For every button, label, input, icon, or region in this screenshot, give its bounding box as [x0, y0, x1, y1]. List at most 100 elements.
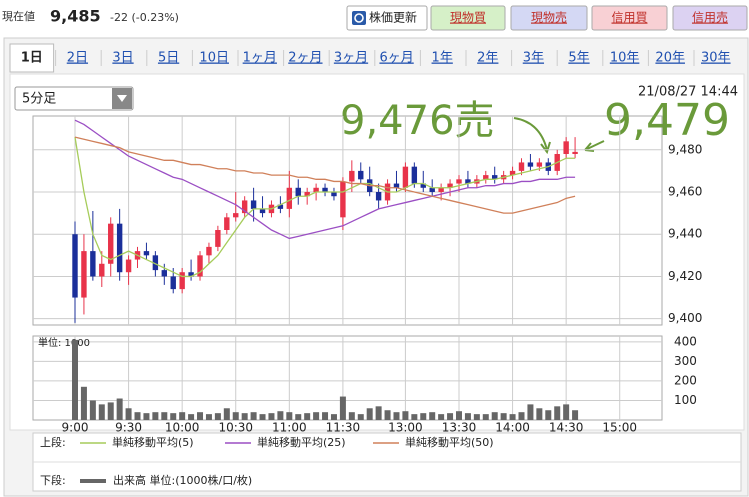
candle-body	[402, 166, 409, 188]
tab[interactable]: 3年	[523, 51, 544, 66]
volume-bar	[72, 339, 78, 420]
volume-bar	[438, 414, 445, 420]
volume-bar	[268, 413, 275, 420]
candle-body	[527, 162, 534, 167]
volume-bar	[357, 414, 364, 420]
y-tick-label: 400	[674, 334, 697, 348]
tab[interactable]: 5年	[568, 51, 589, 66]
volume-bar	[366, 408, 373, 420]
tab[interactable]: 2日	[67, 51, 88, 66]
volume-bar	[89, 400, 96, 420]
x-tick-label: 13:00	[388, 421, 423, 435]
x-tick-label: 11:00	[272, 421, 307, 435]
header-button[interactable]	[430, 5, 506, 31]
tab[interactable]: 6ヶ月	[379, 51, 413, 66]
volume-bar	[295, 414, 302, 420]
tab[interactable]: 3ヶ月	[334, 51, 368, 66]
candle-body	[295, 187, 301, 197]
refresh-icon	[352, 11, 366, 25]
header-button-label: 信用売	[692, 10, 728, 25]
candle-body	[447, 183, 453, 188]
candle-body	[456, 179, 462, 184]
candle-body	[492, 175, 498, 180]
tab[interactable]: 1年	[432, 51, 453, 66]
candle-body	[393, 183, 400, 188]
candle-body	[349, 170, 355, 182]
volume-bar	[348, 412, 355, 420]
legend-label: 下段:	[40, 473, 66, 487]
volume-bar	[241, 413, 248, 420]
volume-bar	[447, 413, 454, 420]
y-tick-label: 9,400	[668, 311, 702, 325]
tab[interactable]: 2年	[477, 51, 498, 66]
volume-bar	[527, 404, 534, 420]
candle-body	[250, 200, 257, 209]
refresh-icon-ring	[354, 13, 364, 23]
candle-body	[152, 255, 159, 271]
legend-entry: 出来高 単位:(1000株/口/枚)	[113, 473, 252, 487]
volume-bar	[134, 412, 141, 420]
x-tick-label: 10:30	[218, 421, 253, 435]
candle-body	[277, 204, 284, 209]
header-button[interactable]	[591, 5, 668, 31]
tab[interactable]: 5日	[158, 51, 179, 66]
candle-body	[429, 187, 435, 192]
candle-body	[286, 187, 293, 209]
candle-body	[313, 187, 319, 192]
volume-bar	[491, 412, 498, 420]
tab[interactable]: 30年	[701, 51, 731, 66]
volume-bar	[179, 412, 186, 420]
volume-bar	[116, 398, 123, 420]
volume-bar	[429, 412, 436, 420]
volume-bar	[205, 414, 212, 420]
header-button-label: 現物売	[531, 10, 567, 25]
volume-bar	[277, 411, 284, 420]
y-tick-label: 200	[674, 373, 697, 387]
volume-bar	[170, 413, 177, 420]
y-tick-label: 9,460	[668, 185, 702, 199]
volume-bar	[500, 413, 507, 420]
candle-body	[483, 175, 489, 180]
annotation: 9,476売	[340, 98, 495, 144]
volume-unit-label: 単位: 1000	[38, 336, 90, 349]
header-button[interactable]	[510, 5, 588, 31]
volume-bar	[223, 408, 230, 420]
candle-body	[331, 192, 337, 197]
candle-body	[143, 251, 150, 256]
volume-bar	[197, 412, 204, 420]
candle-body	[358, 170, 364, 180]
volume-bar	[152, 412, 159, 420]
tab-selected[interactable]	[9, 43, 55, 73]
header-button[interactable]	[672, 5, 748, 31]
x-tick-label: 11:30	[326, 421, 361, 435]
volume-bar	[545, 410, 552, 420]
volume-bar	[455, 411, 462, 420]
tab[interactable]: 1ヶ月	[243, 51, 277, 66]
candle-body	[233, 213, 239, 218]
header-button[interactable]	[346, 5, 428, 31]
y-tick-label: 9,420	[668, 269, 702, 283]
interval-select[interactable]	[14, 86, 134, 111]
tab[interactable]: 3日	[112, 51, 133, 66]
candle-body	[322, 187, 328, 192]
tab[interactable]: 2ヶ月	[288, 51, 322, 66]
y-tick-label: 300	[674, 354, 697, 368]
volume-bar	[143, 413, 150, 420]
volume-bar	[384, 410, 391, 420]
candle-body	[259, 208, 266, 214]
tab[interactable]: 1日	[21, 51, 43, 66]
candle-body	[563, 141, 569, 154]
volume-bar	[393, 412, 400, 420]
candle-body	[188, 272, 194, 277]
volume-bar	[313, 412, 320, 420]
candle-body	[509, 170, 516, 176]
tab[interactable]: 20年	[655, 51, 685, 66]
y-tick-label: 9,440	[668, 227, 702, 241]
x-tick-label: 9:30	[115, 421, 142, 435]
volume-bar	[214, 413, 221, 420]
candle-body	[90, 251, 96, 277]
candle-body	[438, 187, 444, 192]
tab[interactable]: 10年	[610, 51, 640, 66]
tab[interactable]: 10日	[199, 51, 229, 66]
